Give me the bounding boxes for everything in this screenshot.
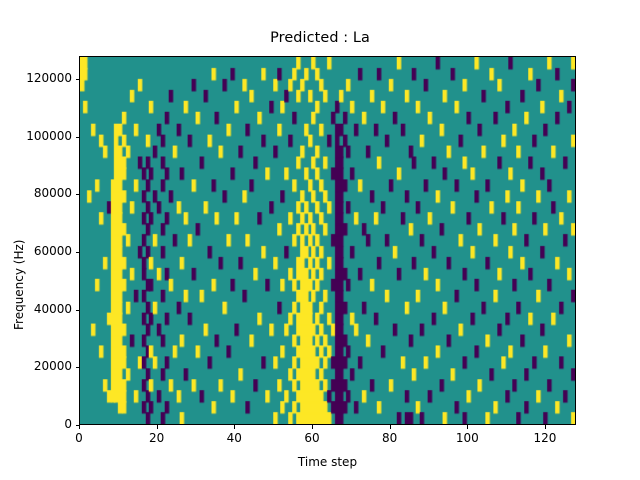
y-tick-label: 20000 [33,359,72,374]
x-tick-mark [79,425,80,429]
x-tick-mark [467,425,468,429]
y-tick-label: 120000 [26,71,72,86]
x-tick-label: 0 [75,431,83,445]
x-axis-label: Time step [297,455,358,469]
y-tick-mark [75,252,79,253]
x-tick-label: 120 [533,431,557,445]
x-tick-mark [312,425,313,429]
x-tick-label: 60 [304,431,320,445]
y-tick-mark [75,425,79,426]
x-tick-label: 40 [226,431,242,445]
y-tick-mark [75,194,79,195]
x-tick-mark [234,425,235,429]
chart-title: Predicted : La [270,30,370,46]
x-tick-mark [157,425,158,429]
x-tick-label: 80 [381,431,398,445]
y-tick-label: 80000 [33,186,72,201]
y-tick-mark [75,310,79,311]
heatmap-axes [79,56,576,425]
x-tick-label: 100 [455,431,479,445]
y-tick-mark [75,79,79,80]
y-tick-label: 100000 [26,128,72,143]
heatmap-image [80,57,575,424]
x-tick-mark [545,425,546,429]
y-tick-mark [75,137,79,138]
y-tick-label: 60000 [33,244,72,259]
y-tick-mark [75,367,79,368]
x-tick-label: 20 [149,431,165,445]
x-tick-mark [390,425,391,429]
y-tick-label: 0 [64,417,72,431]
y-tick-label: 40000 [33,301,72,316]
